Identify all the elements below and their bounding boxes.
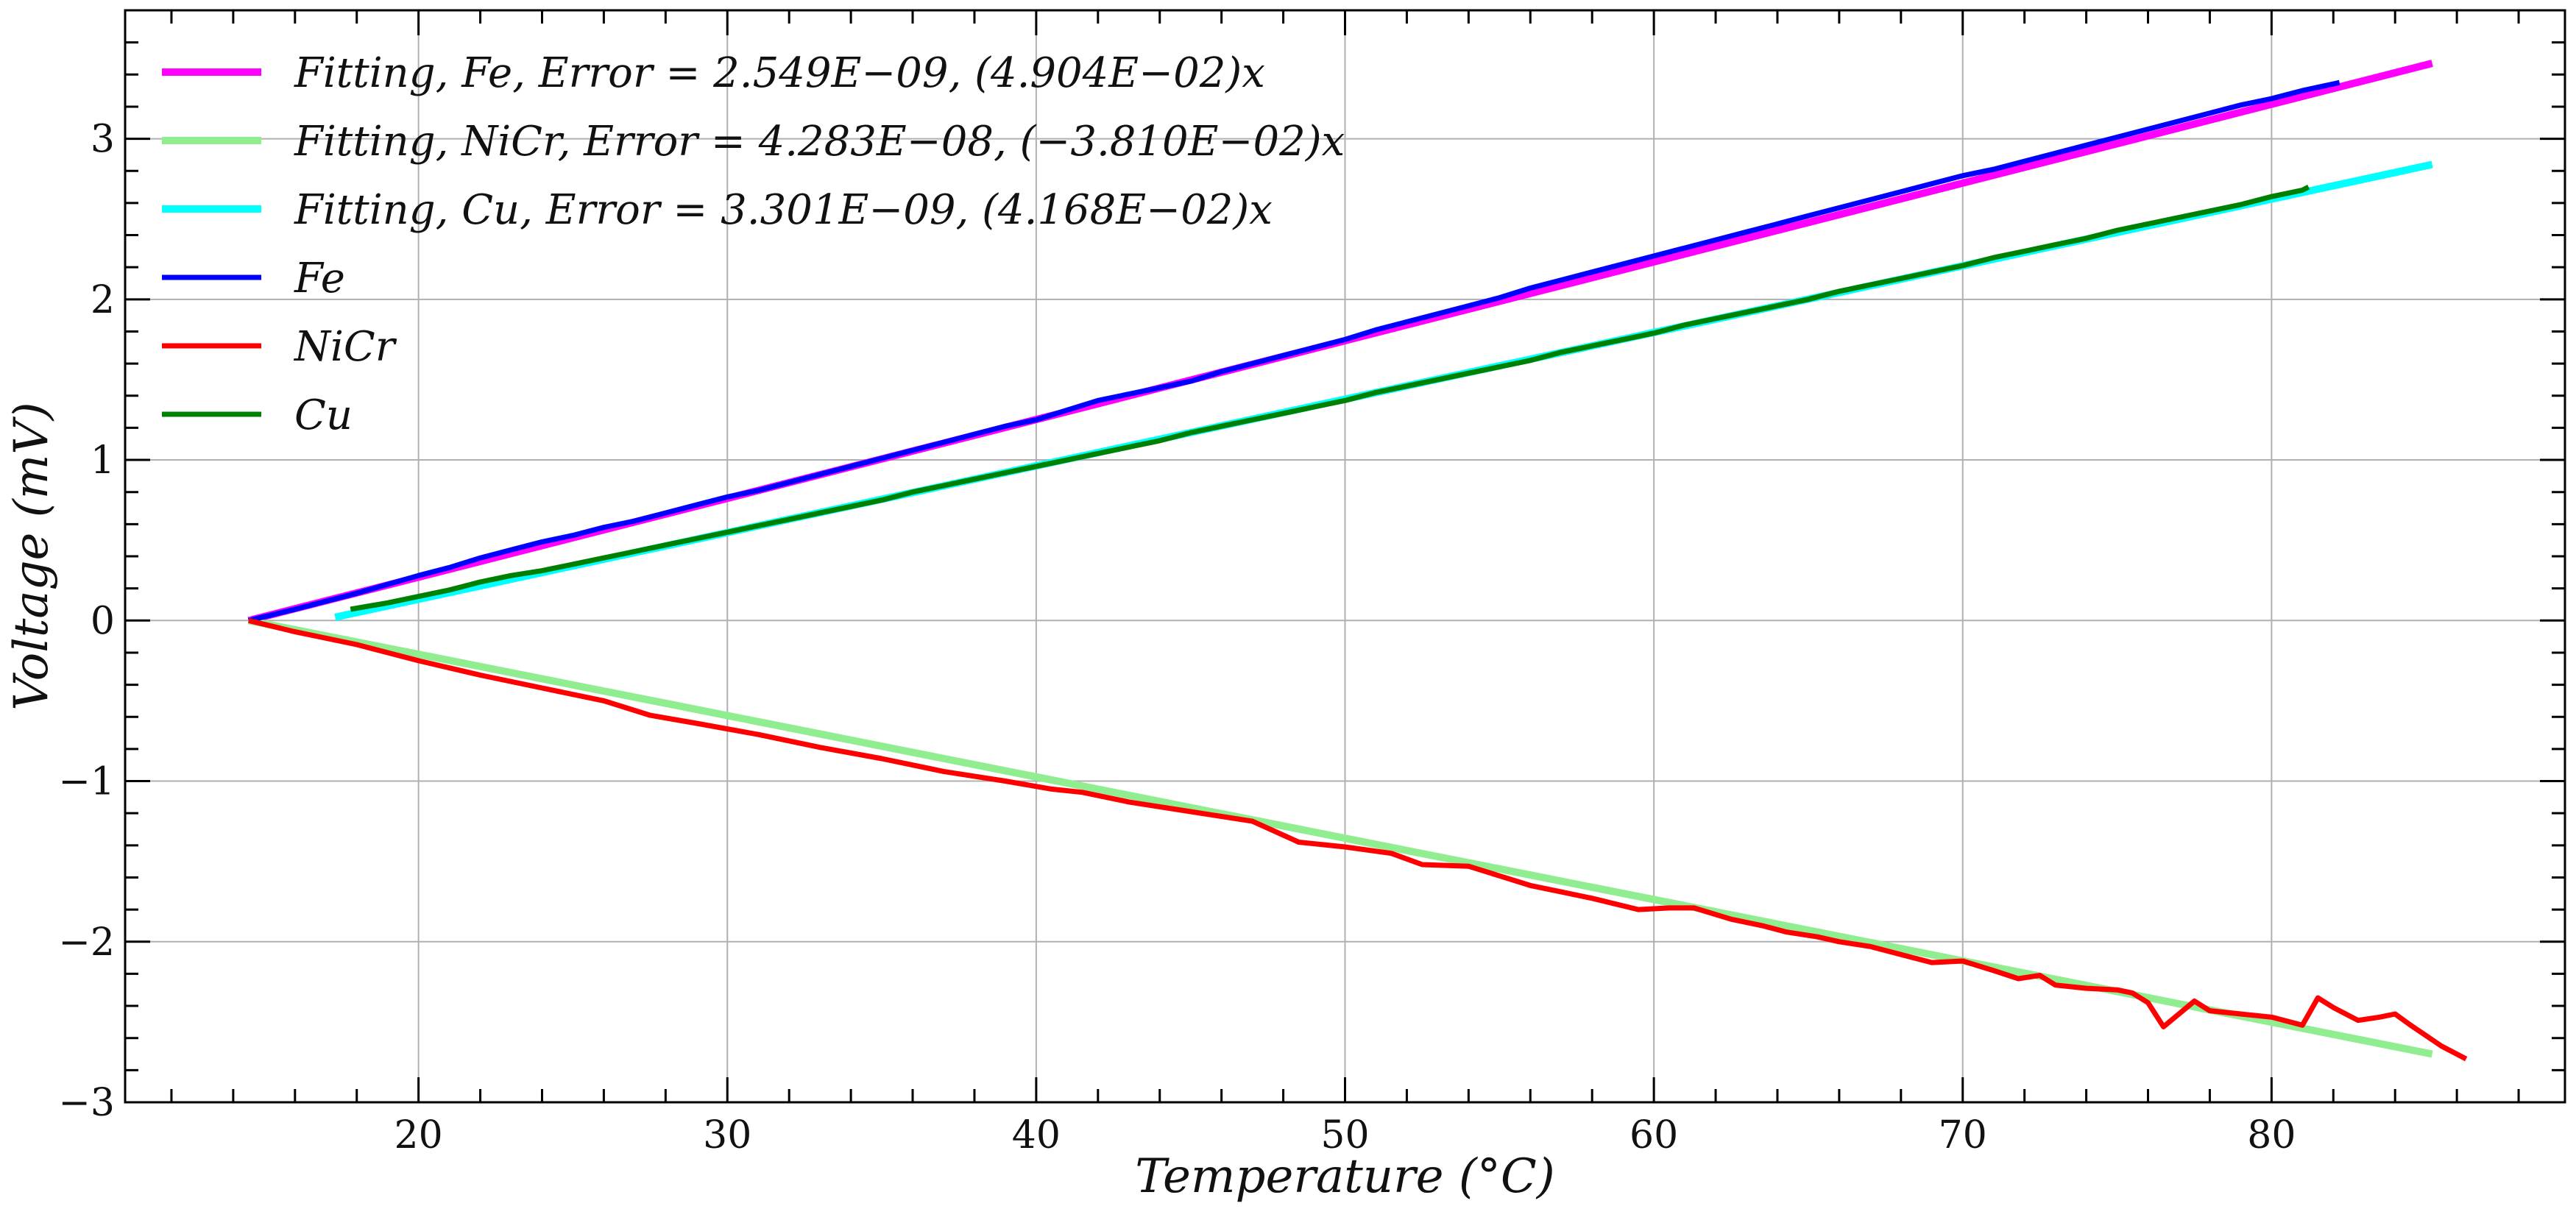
x-tick-label: 40: [1012, 1113, 1061, 1157]
grid-layer: [125, 10, 2565, 1103]
y-tick-label: 2: [91, 278, 115, 322]
y-tick-label: 0: [91, 599, 115, 643]
legend-label-5: Cu: [294, 391, 353, 439]
legend-label-4: NiCr: [293, 323, 397, 371]
y-tick-label: 3: [91, 118, 115, 162]
y-tick-label: −3: [58, 1081, 115, 1125]
x-tick-label: 50: [1320, 1113, 1369, 1157]
series-line-1: [247, 617, 2433, 1058]
series-line-3: [247, 79, 2340, 623]
series-line-5: [350, 184, 2310, 612]
legend-label-3: Fe: [294, 255, 345, 302]
legend: Fitting, Fe, Error = 2.549E−09, (4.904E−…: [162, 49, 1345, 439]
series-line-4: [247, 617, 2468, 1062]
x-axis-title: Temperature (°C): [1135, 1149, 1555, 1204]
y-axis-title: Voltage (mV): [4, 402, 59, 710]
x-tick-label: 60: [1630, 1113, 1678, 1157]
x-tick-label: 80: [2247, 1113, 2296, 1157]
y-tick-label: 1: [91, 439, 115, 483]
legend-label-0: Fitting, Fe, Error = 2.549E−09, (4.904E−…: [294, 49, 1265, 97]
x-tick-label: 70: [1939, 1113, 1987, 1157]
y-tick-label: −1: [58, 760, 115, 804]
legend-label-1: Fitting, NiCr, Error = 4.283E−08, (−3.81…: [294, 118, 1345, 166]
axes-layer: 20 30 40 50 60 70 80 −3 −2 −1 0 1 2 3: [58, 9, 2566, 1157]
x-tick-label: 20: [394, 1113, 443, 1157]
legend-label-2: Fitting, Cu, Error = 3.301E−09, (4.168E−…: [294, 186, 1273, 234]
series-layer: [247, 60, 2468, 1062]
y-tick-label: −2: [58, 921, 115, 965]
x-tick-label: 30: [703, 1113, 751, 1157]
